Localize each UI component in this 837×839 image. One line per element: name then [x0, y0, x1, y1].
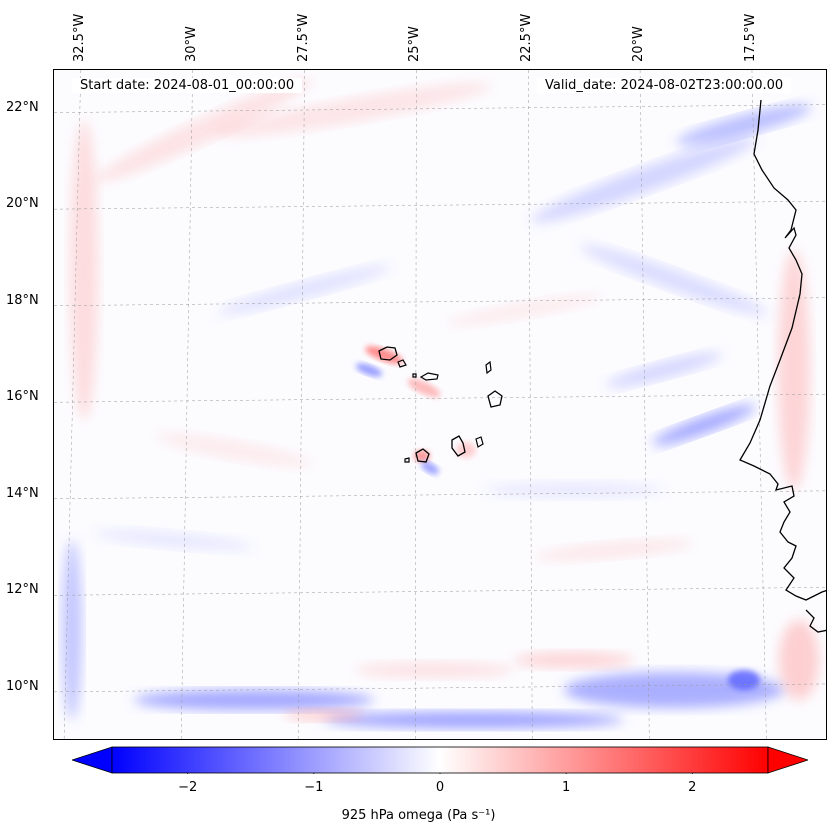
parallel-line: [54, 200, 826, 210]
parallel-line: [54, 394, 826, 403]
colorbar-tick-label: −1: [304, 780, 324, 795]
colorbar-tick-label: 1: [562, 780, 571, 795]
omega-patch: [531, 137, 757, 223]
omega-patch: [134, 690, 374, 710]
lat-tick-label: 22°N: [6, 99, 39, 115]
omega-field-map: [54, 70, 826, 739]
omega-patch: [217, 265, 391, 315]
omega-patch: [514, 652, 634, 668]
omega-patch: [728, 670, 760, 690]
lat-tick-label: 14°N: [6, 485, 39, 501]
omega-patch: [216, 82, 492, 138]
valid-date-label: Valid_date: 2024-08-02T23:00:00.00: [537, 78, 792, 93]
start-date-label: Start date: 2024-08-01_00:00:00: [72, 78, 303, 93]
colorbar-body: [111, 746, 769, 774]
meridian-line: [639, 70, 650, 739]
colorbar-label: 925 hPa omega (Pa s⁻¹): [341, 808, 496, 823]
omega-patch: [94, 529, 254, 551]
parallel-line: [54, 490, 826, 500]
lat-tick-label: 18°N: [6, 292, 39, 308]
meridian-line: [297, 70, 305, 739]
omega-patch: [62, 540, 82, 720]
colorbar-tick-label: 2: [688, 780, 697, 795]
omega-patch: [652, 404, 756, 446]
omega-patch: [324, 712, 624, 728]
omega-patch: [365, 346, 403, 364]
lon-tick-label: 25°W: [407, 26, 423, 62]
omega-patch: [606, 352, 722, 388]
colorbar-extend-max: [767, 746, 808, 774]
omega-patch: [354, 662, 514, 678]
meridian-line: [415, 70, 417, 739]
island-fogo: [415, 448, 430, 463]
map-panel: [53, 69, 827, 740]
lon-tick-label: 22.5°W: [519, 13, 535, 62]
omega-patch: [579, 244, 769, 316]
omega-field-patches: [62, 78, 819, 728]
island-santiago: [451, 435, 466, 457]
island-maio: [475, 436, 484, 448]
island-brava: [404, 457, 410, 463]
omega-patch: [95, 78, 313, 182]
parallel-line: [54, 587, 826, 596]
colorbar: [72, 746, 808, 774]
parallel-line: [54, 104, 826, 113]
omega-patch: [155, 432, 313, 468]
colorbar-extend-min: [72, 746, 113, 774]
omega-patch: [445, 294, 603, 326]
omega-patch: [778, 250, 810, 490]
colorbar-tick-label: −2: [178, 780, 198, 795]
map-gridlines: [54, 70, 826, 739]
island-sal: [485, 360, 492, 375]
meridian-line: [180, 70, 193, 739]
lat-tick-label: 10°N: [6, 678, 39, 694]
island-santo-antao: [378, 346, 398, 361]
omega-patch: [779, 620, 819, 700]
africa-coastline: [739, 99, 826, 601]
lon-tick-label: 32.5°W: [71, 13, 87, 62]
island-boa-vista: [487, 390, 503, 408]
colorbar-tickmarks: [187, 773, 693, 774]
omega-patch: [70, 120, 98, 420]
omega-patch: [676, 104, 812, 146]
lat-tick-label: 20°N: [6, 196, 39, 212]
island-santa-luzia: [412, 373, 417, 378]
lon-tick-label: 30°W: [183, 26, 199, 62]
island-sao-vicente: [397, 359, 407, 368]
coastlines: [378, 99, 826, 633]
lat-tick-label: 16°N: [6, 389, 39, 405]
meridian-line: [527, 70, 533, 739]
coast-inlet: [805, 609, 826, 633]
omega-patch: [355, 363, 383, 377]
omega-patch: [484, 482, 664, 498]
meridian-line: [751, 70, 767, 739]
omega-patch: [534, 539, 694, 561]
lon-tick-label: 17.5°W: [742, 13, 758, 62]
colorbar-tick-label: 0: [435, 780, 445, 795]
island-sao-nicolau: [419, 372, 439, 381]
lon-tick-label: 20°W: [631, 26, 647, 62]
lat-tick-label: 12°N: [6, 582, 39, 598]
meridian-line: [63, 70, 82, 739]
omega-patch: [420, 461, 440, 475]
lon-tick-label: 27.5°W: [295, 13, 311, 62]
omega-patch: [284, 709, 364, 721]
